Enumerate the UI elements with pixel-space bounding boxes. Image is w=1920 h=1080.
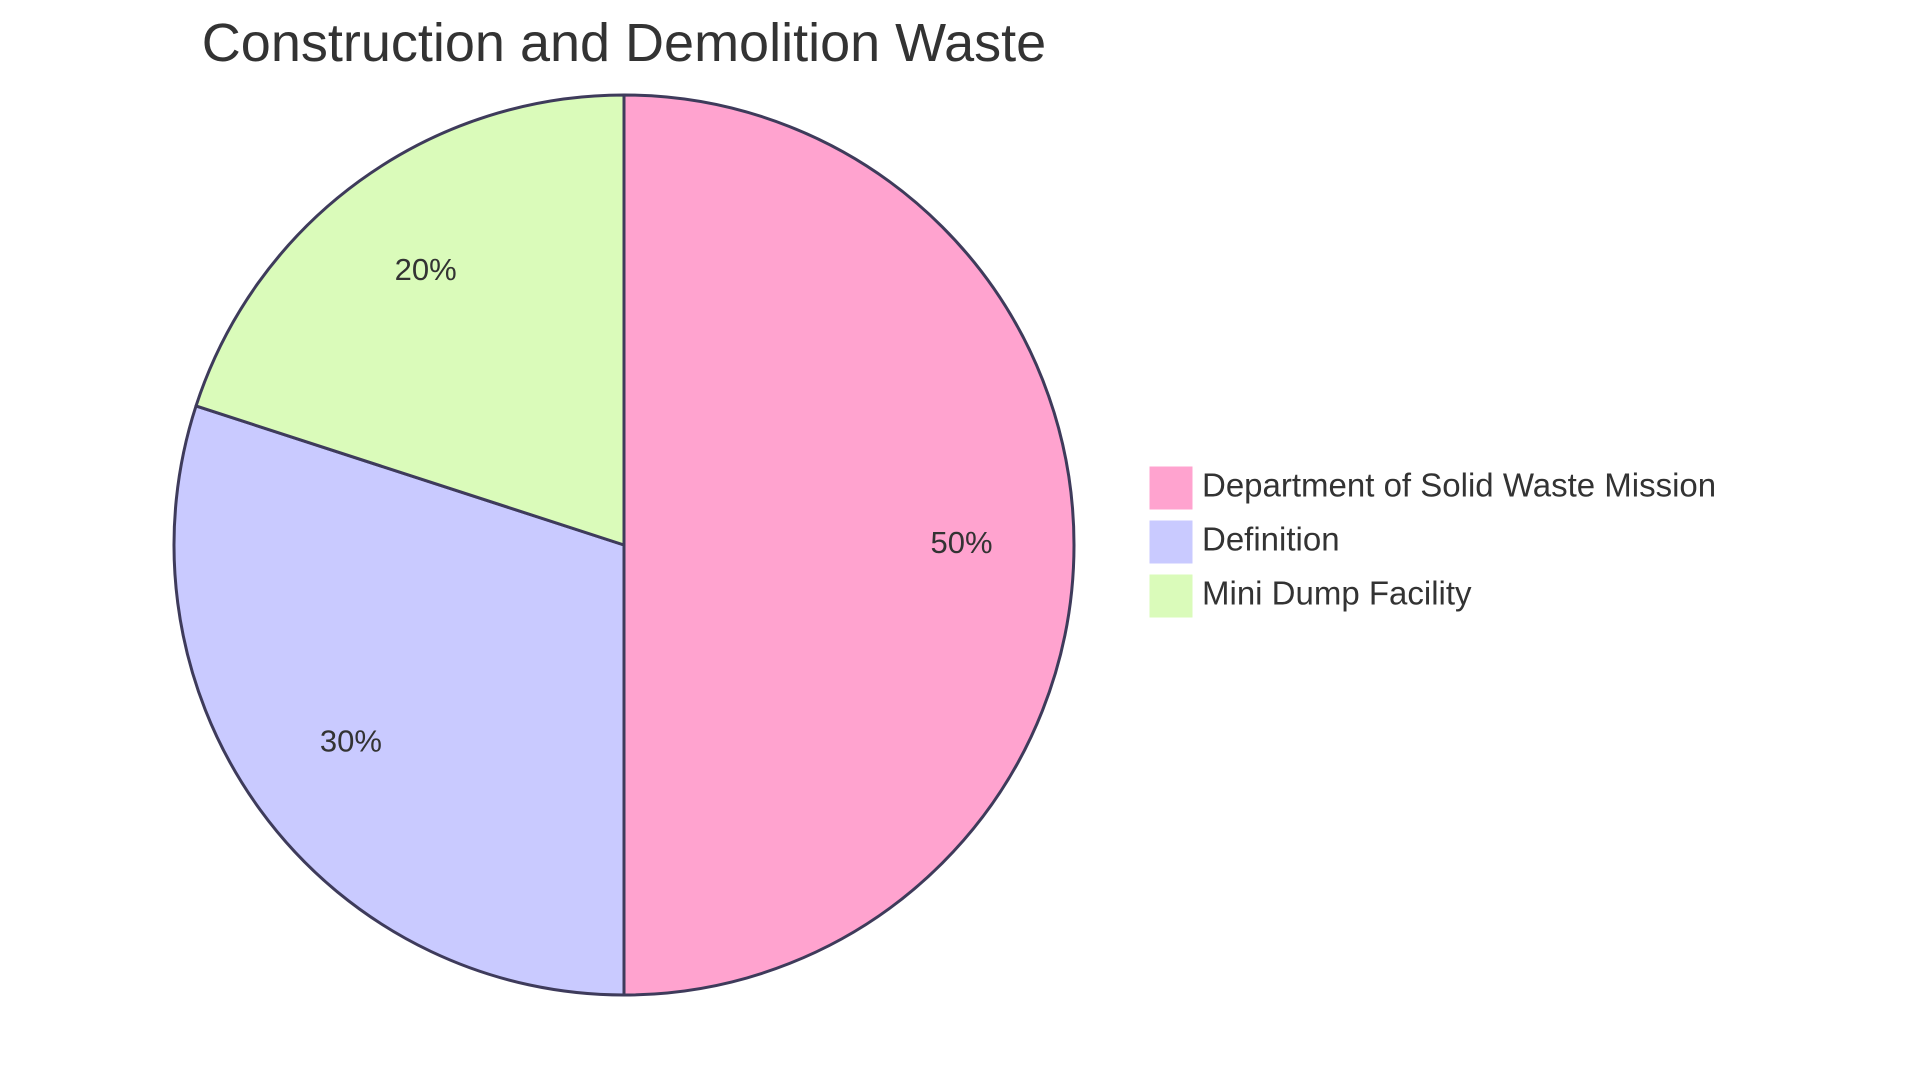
legend-swatch-department-of-solid-waste-mission — [1148, 465, 1194, 511]
pie-slice-definition — [172, 404, 626, 997]
legend-label-mini-dump-facility: Mini Dump Facility — [1202, 575, 1472, 612]
pie-slices — [172, 93, 1076, 997]
pie-slice-labels: 50% 30% 20% — [320, 252, 993, 758]
legend-label-definition: Definition — [1202, 521, 1340, 558]
legend-swatch-mini-dump-facility — [1148, 573, 1194, 619]
slice-label-department-of-solid-waste-mission: 50% — [930, 525, 992, 560]
slice-label-mini-dump-facility: 20% — [395, 252, 457, 287]
pie-slice-department-of-solid-waste-mission — [622, 93, 1076, 997]
legend-label-department-of-solid-waste-mission: Department of Solid Waste Mission — [1202, 467, 1716, 504]
slice-label-definition: 30% — [320, 724, 382, 759]
legend-swatch-definition — [1148, 519, 1194, 565]
pie-slice-mini-dump-facility — [194, 93, 626, 547]
chart-title: Construction and Demolition Waste — [202, 13, 1046, 73]
legend: Department of Solid Waste Mission Definit… — [1148, 465, 1716, 619]
